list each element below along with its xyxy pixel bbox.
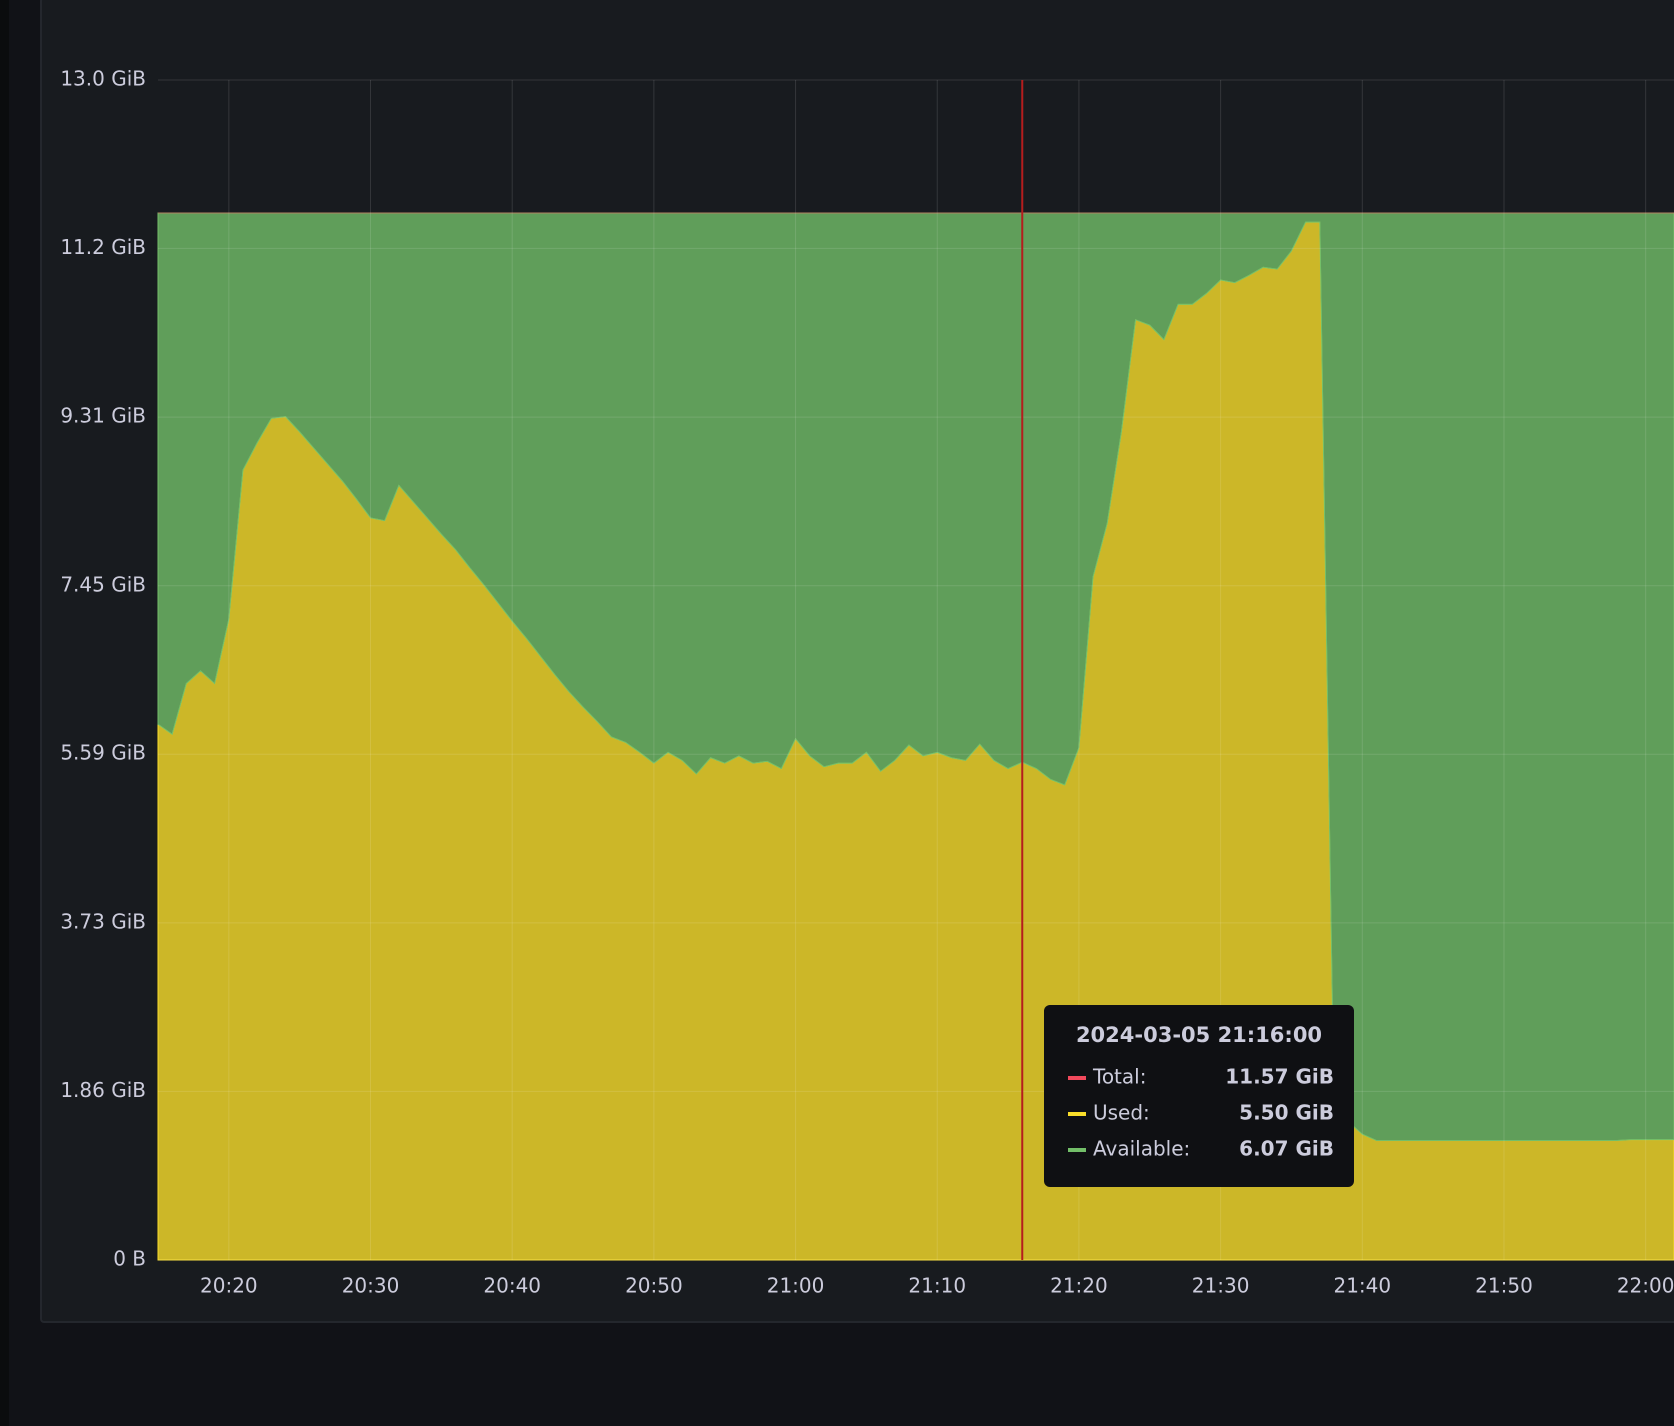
x-tick-label: 21:10 — [908, 1274, 966, 1298]
x-tick-label: 22:00 — [1617, 1274, 1674, 1298]
y-tick-label: 3.73 GiB — [60, 909, 146, 933]
plot: 0 B 1.86 GiB 3.73 GiB 5.59 GiB 7.45 GiB 9.31 … — [60, 67, 1674, 1298]
x-tick-label: 21:40 — [1333, 1274, 1391, 1298]
x-tick-label: 20:40 — [483, 1274, 541, 1298]
y-tick-label: 9.31 GiB — [60, 404, 146, 428]
x-tick-label: 20:20 — [200, 1274, 258, 1298]
tooltip-label: Total: — [1092, 1065, 1146, 1089]
y-tick-label: 0 B — [113, 1247, 146, 1271]
tooltip-title: 2024-03-05 21:16:00 — [1076, 1023, 1322, 1047]
y-tick-label: 13.0 GiB — [60, 67, 146, 91]
x-tick-label: 21:20 — [1050, 1274, 1108, 1298]
tooltip-value: 11.57 GiB — [1225, 1065, 1334, 1089]
x-tick-label: 20:50 — [625, 1274, 683, 1298]
tooltip-box — [1044, 1005, 1354, 1187]
tooltip-label: Available: — [1093, 1137, 1190, 1161]
tooltip-value: 6.07 GiB — [1239, 1137, 1334, 1161]
y-tick-label: 1.86 GiB — [60, 1078, 146, 1102]
y-tick-label: 5.59 GiB — [60, 741, 146, 765]
x-tick-label: 21:50 — [1475, 1274, 1533, 1298]
y-tick-label: 7.45 GiB — [60, 572, 146, 596]
y-tick-label: 11.2 GiB — [60, 235, 146, 259]
tooltip-value: 5.50 GiB — [1239, 1101, 1334, 1125]
x-tick-label: 21:30 — [1192, 1274, 1250, 1298]
x-tick-label: 21:00 — [767, 1274, 825, 1298]
tooltip: 2024-03-05 21:16:00 Total: 11.57 GiB Used: 5… — [1044, 1005, 1354, 1187]
x-tick-label: 20:30 — [342, 1274, 400, 1298]
tooltip-label: Used: — [1093, 1101, 1150, 1125]
sidebar-edge — [0, 0, 9, 1426]
